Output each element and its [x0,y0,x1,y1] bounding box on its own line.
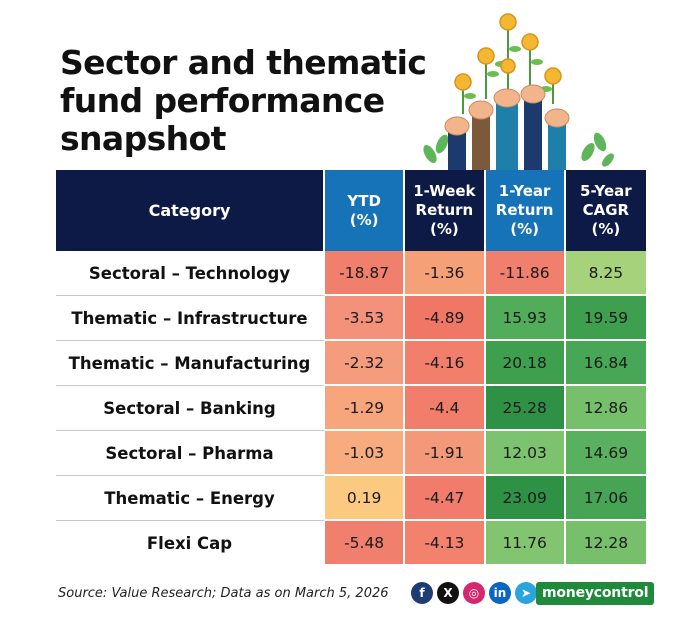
week1-value-cell: -4.47 [405,476,486,521]
table-header-row: Category YTD (%) 1-Week Return (%) 1-Year Re… [56,170,646,251]
cagr5-value-cell: 16.84 [565,341,646,386]
table-row: Thematic – Manufacturing -2.32 -4.16 20.18 1… [56,341,646,386]
year1-value-cell: 12.03 [485,431,566,476]
table-row: Thematic – Energy 0.19 -4.47 23.09 17.06 [56,476,646,521]
ytd-value-cell: -3.53 [325,296,406,341]
week1-value-cell: -4.13 [405,521,486,566]
page-title: Sector and thematic fund performance sna… [60,43,427,158]
year1-value-cell: 15.93 [485,296,566,341]
cagr5-value-cell: 19.59 [565,296,646,341]
table-row: Sectoral – Banking -1.29 -4.4 25.28 12.86 [56,386,646,431]
telegram-icon[interactable]: ➤ [515,582,537,604]
table-row: Sectoral – Technology -18.87 -1.36 -11.86 8.… [56,251,646,296]
table-row: Flexi Cap -5.48 -4.13 11.76 12.28 [56,521,646,566]
cagr5-value-cell: 14.69 [565,431,646,476]
ytd-value-cell: -1.29 [325,386,406,431]
week1-value-cell: -1.91 [405,431,486,476]
x-icon[interactable]: X [437,582,459,604]
cagr5-value-cell: 12.28 [565,521,646,566]
category-cell: Sectoral – Banking [56,386,325,431]
year1-value-cell: -11.86 [485,251,566,296]
ytd-value-cell: -18.87 [325,251,406,296]
growth-plants-illustration [423,13,614,172]
ytd-value-cell: 0.19 [325,476,406,521]
cagr5-value-cell: 8.25 [565,251,646,296]
moneycontrol-logo: moneycontrol [536,582,655,605]
week1-value-cell: -1.36 [405,251,486,296]
week1-value-cell: -4.4 [405,386,486,431]
table-row: Thematic – Infrastructure -3.53 -4.89 15.93… [56,296,646,341]
header-1-week-return: 1-Week Return (%) [405,170,486,251]
week1-value-cell: -4.89 [405,296,486,341]
year1-value-cell: 25.28 [485,386,566,431]
year1-value-cell: 23.09 [485,476,566,521]
header-ytd: YTD (%) [325,170,406,251]
category-cell: Sectoral – Technology [56,251,325,296]
category-cell: Thematic – Energy [56,476,325,521]
ytd-value-cell: -5.48 [325,521,406,566]
facebook-icon[interactable]: f [411,582,433,604]
cagr5-value-cell: 12.86 [565,386,646,431]
cagr5-value-cell: 17.06 [565,476,646,521]
linkedin-icon[interactable]: in [489,582,511,604]
category-cell: Thematic – Infrastructure [56,296,325,341]
header-5-year-cagr: 5-Year CAGR (%) [565,170,646,251]
header-1-year-return: 1-Year Return (%) [485,170,566,251]
year1-value-cell: 11.76 [485,521,566,566]
week1-value-cell: -4.16 [405,341,486,386]
category-cell: Sectoral – Pharma [56,431,325,476]
year1-value-cell: 20.18 [485,341,566,386]
fund-performance-table: Category YTD (%) 1-Week Return (%) 1-Year Re… [56,170,646,566]
instagram-icon[interactable]: ◎ [463,582,485,604]
header-category: Category [56,170,325,251]
category-cell: Flexi Cap [56,521,325,566]
category-cell: Thematic – Manufacturing [56,341,325,386]
ytd-value-cell: -2.32 [325,341,406,386]
table-row: Sectoral – Pharma -1.03 -1.91 12.03 14.69 [56,431,646,476]
source-note: Source: Value Research; Data as on March… [58,586,389,601]
ytd-value-cell: -1.03 [325,431,406,476]
social-icons: f X ◎ in ➤ [411,582,537,604]
